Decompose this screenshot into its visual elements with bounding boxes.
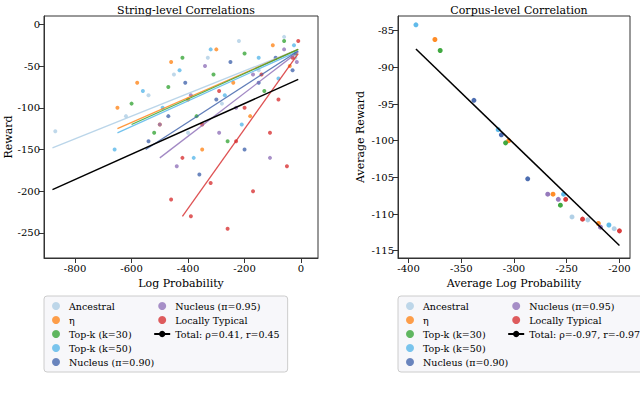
svg-text:Total: ρ=-0.97, r=-0.97: Total: ρ=-0.97, r=-0.97 <box>529 329 640 340</box>
svg-text:-115: -115 <box>372 245 394 256</box>
svg-text:String-level Correlations: String-level Correlations <box>117 4 255 17</box>
svg-text:-200: -200 <box>608 263 630 274</box>
svg-text:-105: -105 <box>372 172 394 183</box>
svg-text:-90: -90 <box>378 62 394 73</box>
svg-text:Top-k (k=30): Top-k (k=30) <box>423 329 486 340</box>
svg-text:Reward: Reward <box>2 115 15 158</box>
svg-text:-100: -100 <box>372 135 394 146</box>
svg-text:Nucleus (π=0.95): Nucleus (π=0.95) <box>529 301 614 312</box>
svg-text:Top-k (k=50): Top-k (k=50) <box>69 343 132 354</box>
svg-text:-800: -800 <box>64 263 86 274</box>
svg-text:Average Log Probability: Average Log Probability <box>446 277 582 290</box>
svg-text:-400: -400 <box>397 263 419 274</box>
svg-text:Ancestral: Ancestral <box>68 301 115 312</box>
svg-text:-100: -100 <box>18 102 40 113</box>
svg-text:-110: -110 <box>372 209 394 220</box>
svg-text:-300: -300 <box>503 263 525 274</box>
svg-text:-400: -400 <box>177 263 199 274</box>
svg-text:-50: -50 <box>24 61 40 72</box>
svg-text:Average Reward: Average Reward <box>354 91 367 184</box>
svg-text:Nucleus (π=0.90): Nucleus (π=0.90) <box>69 357 154 368</box>
svg-text:Ancestral: Ancestral <box>422 301 469 312</box>
svg-text:η: η <box>423 315 429 326</box>
svg-text:-85: -85 <box>378 25 394 36</box>
svg-text:Locally Typical: Locally Typical <box>529 315 601 326</box>
svg-text:-250: -250 <box>555 263 577 274</box>
svg-text:Corpus-level Correlation: Corpus-level Correlation <box>450 4 587 17</box>
svg-text:0: 0 <box>298 263 304 274</box>
svg-text:η: η <box>69 315 75 326</box>
svg-text:Nucleus (π=0.95): Nucleus (π=0.95) <box>175 301 260 312</box>
svg-text:-200: -200 <box>233 263 255 274</box>
svg-text:Log Probability: Log Probability <box>138 277 224 290</box>
svg-text:0: 0 <box>34 19 40 30</box>
svg-text:-250: -250 <box>18 227 40 238</box>
svg-text:-150: -150 <box>18 144 40 155</box>
svg-text:Total: ρ=0.41, r=0.45: Total: ρ=0.41, r=0.45 <box>175 329 279 340</box>
svg-text:-95: -95 <box>378 99 394 110</box>
svg-text:Locally Typical: Locally Typical <box>175 315 247 326</box>
svg-text:Top-k (k=50): Top-k (k=50) <box>423 343 486 354</box>
svg-text:-350: -350 <box>450 263 472 274</box>
svg-text:Nucleus (π=0.90): Nucleus (π=0.90) <box>423 357 508 368</box>
svg-text:Top-k (k=30): Top-k (k=30) <box>69 329 132 340</box>
svg-text:-600: -600 <box>120 263 142 274</box>
svg-text:-200: -200 <box>18 186 40 197</box>
